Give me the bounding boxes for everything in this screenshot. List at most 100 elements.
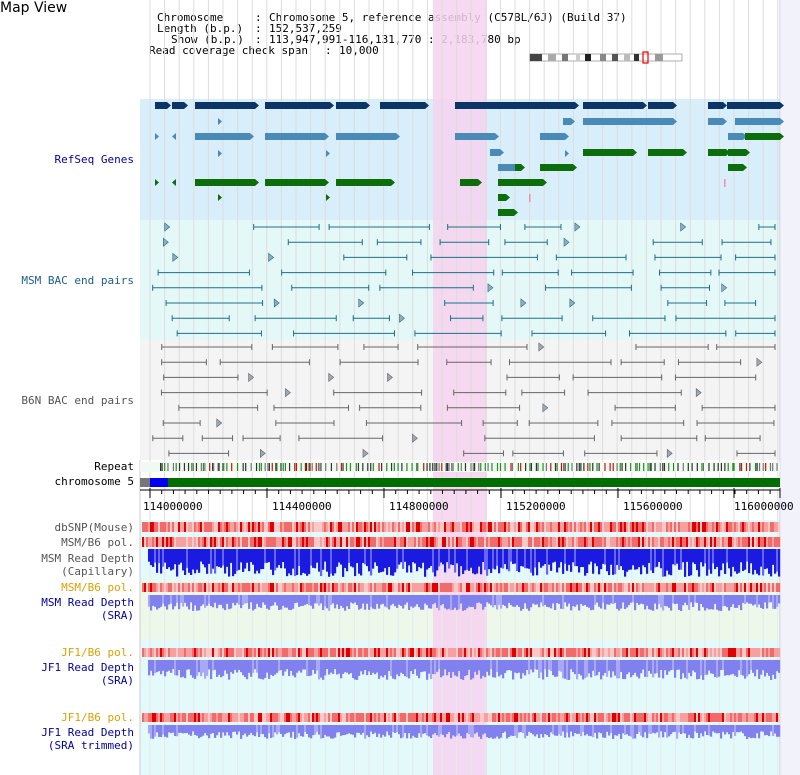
polymorphism-cell [724, 583, 727, 592]
read-depth-bar [776, 549, 779, 572]
read-depth-bar [356, 660, 359, 680]
read-depth-bar [278, 595, 281, 611]
read-depth-bar [238, 549, 241, 570]
polymorphism-cell [220, 583, 223, 592]
read-depth-bar [650, 725, 653, 735]
polymorphism-cell [150, 648, 153, 657]
gene-arrow [575, 102, 579, 109]
read-depth-bar [320, 595, 323, 604]
polymorphism-cell [554, 648, 557, 657]
read-depth-bar [318, 725, 321, 735]
polymorphism-cell [174, 537, 177, 547]
polymorphism-cell [238, 713, 241, 722]
repeat-element [452, 463, 454, 471]
read-depth-bar [460, 549, 463, 567]
polymorphism-cell [608, 583, 611, 592]
track-label-b6n-bac[interactable]: B6N BAC end pairs [21, 394, 134, 407]
read-depth-bar [582, 660, 585, 680]
polymorphism-cell [742, 713, 745, 722]
polymorphism-cell [658, 522, 661, 532]
track-label-msm-bac[interactable]: MSM BAC end pairs [21, 274, 134, 287]
polymorphism-cell [212, 713, 215, 722]
polymorphism-cell [244, 713, 247, 722]
read-depth-bar [440, 660, 443, 678]
gene-strand-marker [172, 179, 176, 186]
polymorphism-cell [374, 522, 377, 532]
polymorphism-cell [300, 522, 303, 532]
gene-arrow [521, 164, 525, 171]
polymorphism-cell [560, 537, 563, 547]
read-depth-bar [328, 725, 331, 737]
gene-arrow [495, 133, 499, 140]
polymorphism-cell [664, 522, 667, 532]
polymorphism-cell [444, 537, 447, 547]
read-depth-bar [516, 549, 519, 572]
polymorphism-cell [160, 537, 163, 547]
read-depth-bar [688, 725, 691, 735]
read-depth-bar [684, 660, 687, 678]
repeat-element [625, 463, 627, 471]
read-depth-bar [510, 595, 513, 606]
polymorphism-cell [176, 583, 179, 592]
polymorphism-cell [438, 522, 441, 532]
polymorphism-cell [604, 522, 607, 532]
polymorphism-cell [710, 522, 713, 532]
polymorphism-cell [494, 583, 497, 592]
read-depth-bar [632, 660, 635, 676]
polymorphism-cell [462, 537, 465, 547]
polymorphism-cell [156, 648, 159, 657]
polymorphism-cell [442, 522, 445, 532]
track-label-msm-b6-pol-2: MSM/B6 pol. [61, 581, 134, 594]
polymorphism-cell [386, 522, 389, 532]
polymorphism-cell [736, 583, 739, 592]
read-depth-bar [236, 549, 239, 571]
refseq-gene [455, 133, 495, 140]
polymorphism-cell [758, 648, 761, 657]
polymorphism-cell [650, 522, 653, 532]
read-depth-bar [212, 595, 215, 608]
read-depth-bar [446, 725, 449, 734]
read-depth-bar [754, 549, 757, 570]
polymorphism-cell [522, 537, 525, 547]
polymorphism-cell [736, 713, 739, 722]
polymorphism-cell [316, 648, 319, 657]
read-depth-bar [296, 725, 299, 738]
read-depth-bar [306, 595, 309, 605]
polymorphism-cell [732, 648, 735, 657]
track-label-refseq[interactable]: RefSeq Genes [54, 153, 134, 166]
read-depth-bar [652, 725, 655, 733]
polymorphism-cell [340, 537, 343, 547]
polymorphism-cell [626, 648, 629, 657]
polymorphism-cell [514, 522, 517, 532]
read-depth-bar [656, 595, 659, 610]
polymorphism-cell [192, 648, 195, 657]
read-depth-bar [260, 725, 263, 735]
read-depth-bar [166, 725, 169, 738]
polymorphism-cell [774, 522, 777, 532]
polymorphism-cell [490, 648, 493, 657]
polymorphism-cell [740, 583, 743, 592]
read-depth-bar [354, 660, 357, 680]
read-depth-bar [550, 549, 553, 571]
polymorphism-cell [170, 713, 173, 722]
repeat-element [647, 463, 649, 471]
polymorphism-cell [606, 537, 609, 547]
gene-arrow [780, 118, 784, 125]
read-depth-bar [322, 595, 325, 611]
polymorphism-cell [284, 713, 287, 722]
polymorphism-cell [558, 648, 561, 657]
read-depth-bar [574, 549, 577, 567]
read-depth-bar [560, 725, 563, 736]
polymorphism-cell [142, 713, 145, 722]
polymorphism-cell [344, 522, 347, 532]
polymorphism-cell [542, 648, 545, 657]
read-depth-bar [490, 660, 493, 670]
read-depth-bar [166, 660, 169, 672]
polymorphism-cell [624, 583, 627, 592]
repeat-element [446, 463, 449, 471]
polymorphism-cell [706, 648, 709, 657]
read-depth-bar [634, 725, 637, 739]
read-depth-bar [588, 549, 591, 565]
polymorphism-cell [502, 522, 505, 532]
